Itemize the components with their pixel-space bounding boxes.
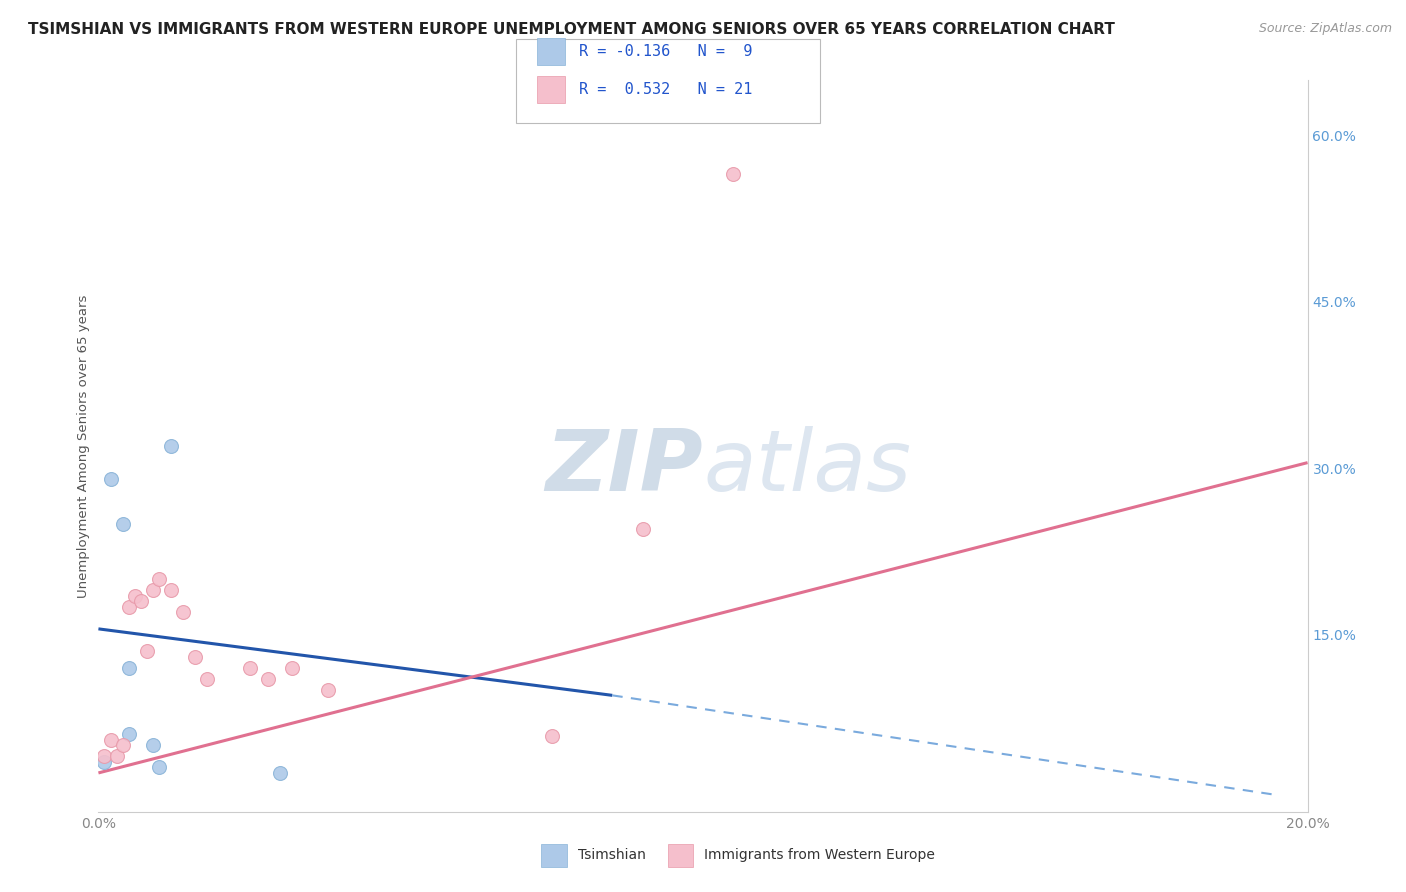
Point <box>172 605 194 619</box>
Text: Tsimshian: Tsimshian <box>578 848 645 863</box>
Point <box>118 660 141 674</box>
Y-axis label: Unemployment Among Seniors over 65 years: Unemployment Among Seniors over 65 years <box>77 294 90 598</box>
Point <box>256 672 278 686</box>
Point <box>269 766 291 780</box>
Text: R =  0.532   N = 21: R = 0.532 N = 21 <box>579 82 752 96</box>
Point <box>160 583 183 598</box>
Point <box>631 522 654 536</box>
Point <box>148 572 170 586</box>
Point <box>100 732 122 747</box>
Point <box>142 583 165 598</box>
Text: R = -0.136   N =  9: R = -0.136 N = 9 <box>579 45 752 59</box>
Point <box>118 599 141 614</box>
Point <box>723 168 745 182</box>
Point <box>100 472 122 486</box>
Text: Source: ZipAtlas.com: Source: ZipAtlas.com <box>1258 22 1392 36</box>
Point <box>239 660 262 674</box>
Text: atlas: atlas <box>703 426 911 509</box>
Point <box>540 730 562 744</box>
Point <box>93 749 115 764</box>
Text: TSIMSHIAN VS IMMIGRANTS FROM WESTERN EUROPE UNEMPLOYMENT AMONG SENIORS OVER 65 Y: TSIMSHIAN VS IMMIGRANTS FROM WESTERN EUR… <box>28 22 1115 37</box>
Point <box>281 660 304 674</box>
Point <box>111 516 134 531</box>
Point <box>124 589 146 603</box>
Point <box>148 760 170 774</box>
Point <box>316 682 339 697</box>
Point <box>118 727 141 741</box>
Point <box>93 755 115 769</box>
Point <box>160 439 183 453</box>
Point <box>111 738 134 752</box>
Text: ZIP: ZIP <box>546 426 703 509</box>
Point <box>135 644 157 658</box>
Point <box>195 672 218 686</box>
Point <box>105 749 128 764</box>
Point <box>129 594 152 608</box>
Point <box>142 738 165 752</box>
Point <box>184 649 207 664</box>
Text: Immigrants from Western Europe: Immigrants from Western Europe <box>704 848 935 863</box>
